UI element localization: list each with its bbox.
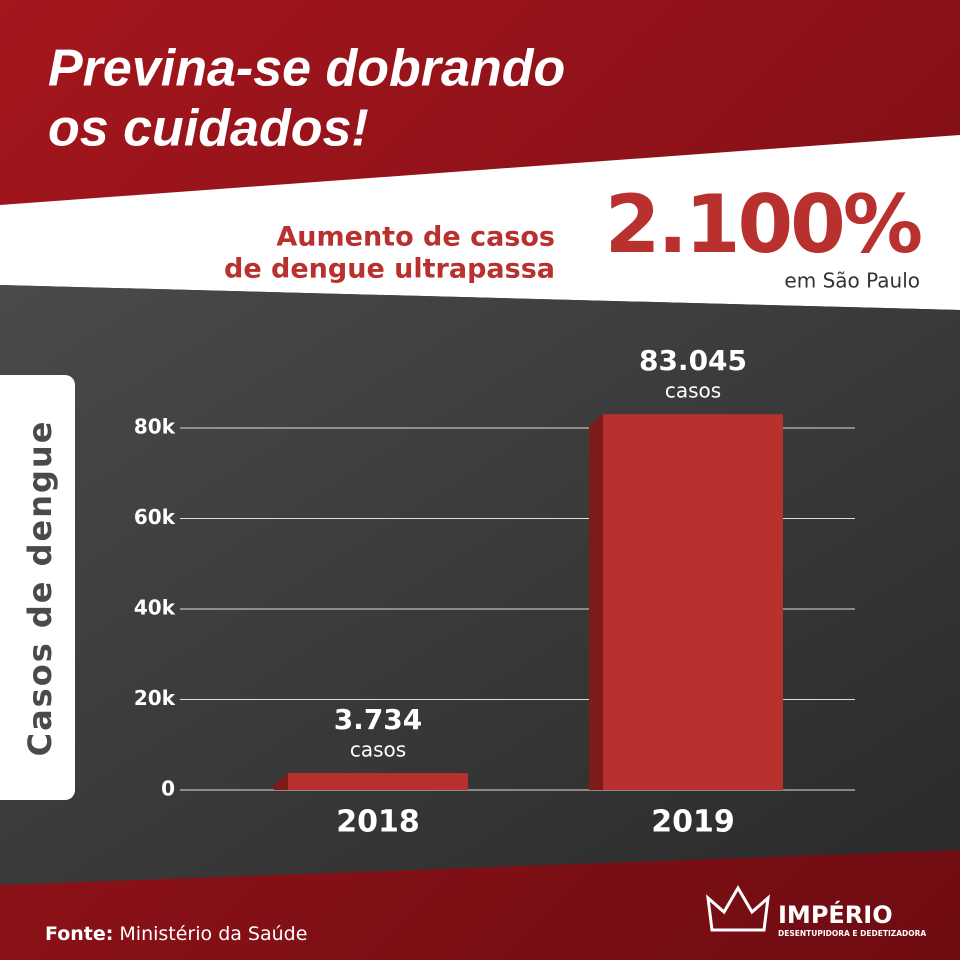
brand-name: IMPÉRIO bbox=[778, 900, 893, 929]
bar-side bbox=[274, 773, 288, 790]
y-tick-label: 0 bbox=[161, 777, 175, 801]
highlight-text: Aumento de casos bbox=[276, 222, 555, 253]
y-tick-label: 60k bbox=[134, 505, 176, 529]
value-unit: casos bbox=[665, 379, 721, 403]
y-tick-label: 40k bbox=[134, 596, 176, 620]
y-tick-label: 80k bbox=[134, 415, 176, 439]
white-band bbox=[0, 135, 960, 310]
value-unit: casos bbox=[350, 738, 406, 762]
brand-logo: IMPÉRIO DESENTUPIDORA E DEDETIZADORA bbox=[706, 885, 926, 938]
bar bbox=[603, 414, 783, 790]
y-tick-label: 20k bbox=[134, 686, 176, 710]
brand-tagline: DESENTUPIDORA E DEDETIZADORA bbox=[778, 929, 926, 938]
source-name: Ministério da Saúde bbox=[119, 923, 307, 945]
source: Fonte: Ministério da Saúde bbox=[45, 923, 307, 945]
value-label: 3.734 bbox=[334, 703, 423, 736]
highlight-figure: 2.100% bbox=[605, 178, 921, 271]
title-line: os cuidados! bbox=[48, 100, 369, 158]
highlight-place: em São Paulo bbox=[784, 269, 920, 293]
source-label: Fonte: bbox=[45, 923, 113, 945]
title-line: Previna-se dobrando bbox=[48, 40, 565, 98]
y-label-panel bbox=[0, 375, 75, 800]
bar bbox=[288, 773, 468, 790]
x-tick-label: 2018 bbox=[336, 805, 420, 840]
value-label: 83.045 bbox=[639, 344, 747, 377]
y-axis-label: Casos de dengue bbox=[21, 420, 59, 757]
bar-side bbox=[589, 414, 603, 790]
chart-panel bbox=[0, 285, 960, 885]
highlight-text: de dengue ultrapassa bbox=[224, 254, 555, 285]
x-tick-label: 2019 bbox=[651, 805, 735, 840]
